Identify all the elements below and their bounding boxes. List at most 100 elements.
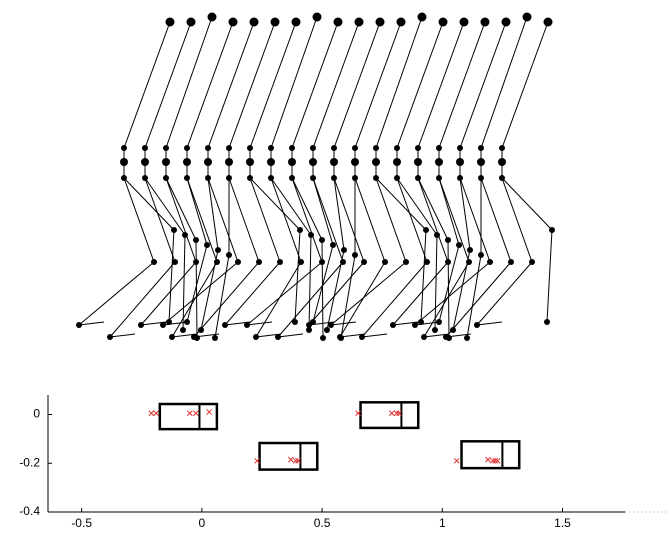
- joint: [330, 242, 336, 248]
- joint: [310, 145, 316, 151]
- joint: [376, 18, 385, 27]
- joint: [418, 13, 427, 22]
- joint: [180, 327, 186, 333]
- joint: [421, 334, 427, 340]
- point: [389, 411, 394, 416]
- joint: [352, 175, 358, 181]
- joint: [268, 145, 274, 151]
- bone: [331, 262, 406, 325]
- joint: [439, 18, 448, 27]
- x-tick-label: 0.5: [314, 516, 331, 530]
- joint: [393, 158, 401, 166]
- joint: [151, 259, 157, 265]
- joint: [397, 18, 406, 27]
- point: [207, 410, 212, 415]
- joint: [141, 158, 149, 166]
- joint: [443, 334, 449, 340]
- x-tick-label: 1.5: [554, 516, 571, 530]
- joint: [415, 145, 421, 151]
- point: [187, 411, 192, 416]
- bone: [439, 178, 459, 245]
- joint: [225, 158, 233, 166]
- joint: [324, 327, 330, 333]
- joint: [166, 18, 175, 27]
- point: [485, 457, 490, 462]
- bone: [355, 22, 401, 148]
- joint: [107, 334, 113, 340]
- joint: [193, 259, 199, 265]
- bone: [341, 255, 355, 338]
- joint: [138, 322, 144, 328]
- joint: [523, 13, 532, 22]
- bone: [439, 22, 485, 148]
- joint: [277, 259, 283, 265]
- bone: [250, 22, 296, 148]
- bone: [208, 22, 254, 148]
- joint: [341, 247, 347, 253]
- joint: [204, 158, 212, 166]
- bone: [334, 22, 380, 148]
- joint: [142, 145, 148, 151]
- joint: [121, 145, 127, 151]
- figure: -0.500.511.50-0.2-0.4: [0, 0, 667, 532]
- joint: [250, 18, 259, 27]
- joint: [436, 145, 442, 151]
- joint: [171, 227, 177, 233]
- bone: [169, 230, 174, 322]
- bone: [362, 334, 387, 337]
- joint: [271, 18, 280, 27]
- point: [288, 457, 293, 462]
- bone: [424, 262, 469, 337]
- joint: [352, 145, 358, 151]
- joint: [549, 227, 555, 233]
- joint: [320, 335, 326, 341]
- box: [260, 443, 318, 470]
- joint: [467, 247, 473, 253]
- joint: [337, 334, 343, 340]
- bone: [397, 22, 443, 148]
- joint: [253, 334, 259, 340]
- bone: [172, 262, 217, 337]
- bone: [477, 262, 532, 325]
- bone: [460, 22, 506, 148]
- joint: [162, 158, 170, 166]
- bone: [502, 22, 548, 148]
- joint: [183, 158, 191, 166]
- joint: [298, 259, 304, 265]
- joint: [460, 18, 469, 27]
- bone: [208, 178, 218, 250]
- bone: [124, 178, 174, 230]
- bone: [453, 250, 470, 330]
- joint: [289, 145, 295, 151]
- joint: [390, 322, 396, 328]
- joint: [331, 175, 337, 181]
- joint: [372, 158, 380, 166]
- joint: [297, 227, 303, 233]
- joint: [359, 334, 365, 340]
- bone: [196, 240, 197, 338]
- joint: [382, 259, 388, 265]
- joint: [120, 158, 128, 166]
- bone: [309, 262, 364, 325]
- joint: [330, 158, 338, 166]
- bone: [327, 250, 344, 330]
- bone: [110, 334, 135, 337]
- joint: [499, 145, 505, 151]
- joint: [309, 158, 317, 166]
- joint: [267, 158, 275, 166]
- bone: [334, 178, 344, 250]
- bone: [79, 262, 154, 325]
- joint: [464, 335, 470, 341]
- joint: [319, 259, 325, 265]
- bone: [418, 178, 448, 240]
- joint: [247, 145, 253, 151]
- joint: [351, 158, 359, 166]
- joint: [334, 18, 343, 27]
- bone: [256, 262, 301, 337]
- joint: [226, 175, 232, 181]
- joint: [394, 175, 400, 181]
- joint: [412, 322, 418, 328]
- point: [154, 411, 159, 416]
- bone: [340, 262, 385, 337]
- joint: [436, 175, 442, 181]
